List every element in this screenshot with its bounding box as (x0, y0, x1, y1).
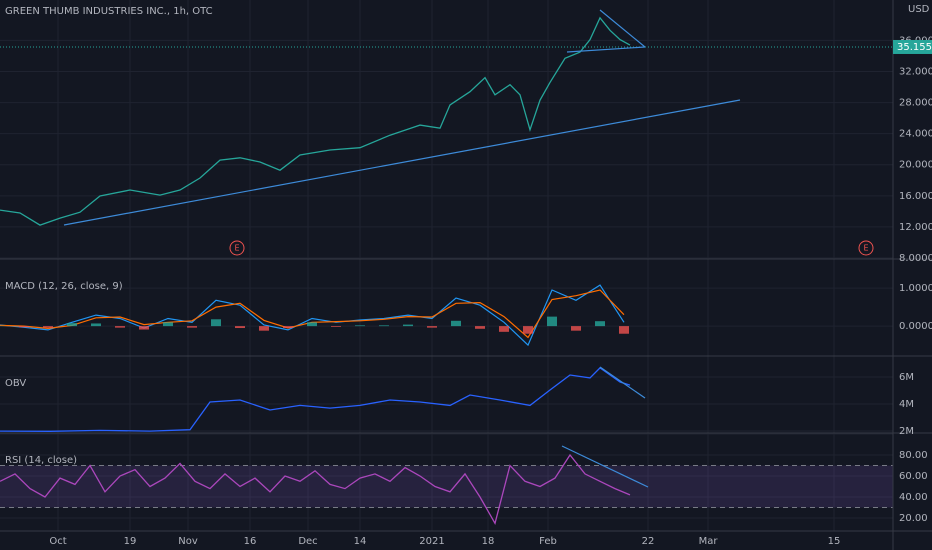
histogram-bar (547, 316, 557, 327)
series-line (0, 16, 631, 226)
histogram-bar (163, 322, 173, 327)
last-price-box (893, 39, 932, 54)
histogram-bar (403, 324, 413, 327)
histogram-bar (259, 326, 269, 331)
histogram-bar (355, 325, 365, 327)
trend-line (561, 445, 649, 488)
x-tick-label: Mar (699, 536, 719, 547)
rsi-band (0, 465, 893, 508)
x-tick-label: 16 (244, 536, 257, 547)
histogram-bar (283, 326, 293, 329)
panel-title: OBV (5, 378, 26, 389)
y-tick-label: 40.00 (899, 492, 928, 503)
y-tick-label: 60.00 (899, 471, 928, 482)
y-tick-label: 20.0000 (899, 160, 932, 171)
x-tick-label: Dec (298, 536, 317, 547)
y-tick-label: 4M (899, 399, 914, 410)
x-tick-label: Oct (49, 536, 66, 547)
plots (0, 16, 893, 526)
histogram-bar (571, 326, 581, 331)
histogram-bar (619, 326, 629, 334)
histogram-bar (67, 323, 77, 327)
series-line (0, 367, 631, 432)
histogram-bar (235, 326, 245, 329)
x-tick-label: Nov (178, 536, 198, 547)
trend-line (599, 366, 646, 399)
histogram-bar (211, 319, 221, 327)
y-tick-label: 12.0000 (899, 222, 932, 233)
trend-line (63, 99, 741, 226)
histogram-bar (523, 326, 533, 334)
histogram-bar (427, 326, 437, 328)
grid (0, 0, 893, 531)
y-tick-label: 2M (899, 426, 914, 437)
panel (0, 453, 893, 526)
series-line (0, 289, 625, 339)
x-tick-label: 2021 (419, 536, 444, 547)
y-tick-label: 0.0000 (899, 321, 932, 332)
earnings-label: E (234, 244, 239, 253)
histogram-bar (115, 326, 125, 328)
x-tick-label: 15 (828, 536, 841, 547)
histogram-bar (499, 326, 509, 332)
histogram-bar (307, 322, 317, 327)
last-price-label: 35.1550 (897, 42, 932, 53)
earnings-label: E (863, 244, 868, 253)
histogram-bar (187, 326, 197, 328)
panel (0, 284, 629, 347)
earnings-marker (858, 240, 874, 256)
y-tick-label: 1.0000 (899, 283, 932, 294)
series-line (0, 284, 625, 347)
x-tick-label: 22 (642, 536, 655, 547)
y-tick-label: 80.00 (899, 450, 928, 461)
y-tick-label: 20.00 (899, 513, 928, 524)
y-tick-label: 16.0000 (899, 191, 932, 202)
histogram-bar (595, 321, 605, 327)
y-tick-label: 32.0000 (899, 66, 932, 77)
x-tick-label: Feb (539, 536, 557, 547)
x-tick-label: 19 (124, 536, 137, 547)
series-line (0, 453, 631, 526)
x-tick-label: 14 (354, 536, 367, 547)
y-tick-label: 24.0000 (899, 129, 932, 140)
panel (0, 16, 893, 226)
drawings (63, 9, 741, 488)
y-tick-label: 28.0000 (899, 98, 932, 109)
histogram-bar (331, 326, 341, 327)
panel (0, 367, 631, 432)
trend-line (599, 9, 646, 48)
currency-label: USD (908, 4, 930, 15)
panel-title: RSI (14, close) (5, 455, 77, 466)
histogram-bar (139, 326, 149, 330)
histogram-bar (475, 326, 485, 329)
currency-box (896, 2, 932, 16)
histogram-bar (451, 320, 461, 327)
earnings-marker (229, 240, 245, 256)
y-tick-label: 6M (899, 372, 914, 383)
histogram-bar (91, 323, 101, 327)
x-tick-label: 18 (482, 536, 495, 547)
y-tick-label: 8.0000 (899, 253, 932, 264)
labels: Oct 19 Nov 16 Dec 14 2021 18 Feb 22 Mar 15 8.0000 12.… (5, 2, 932, 547)
histogram-bar (19, 326, 29, 328)
trend-line (566, 46, 646, 53)
histogram-bar (43, 326, 53, 328)
panel-title: MACD (12, 26, close, 9) (5, 281, 123, 292)
panel-title: GREEN THUMB INDUSTRIES INC., 1h, OTC (5, 6, 213, 17)
histogram-bar (379, 325, 389, 327)
